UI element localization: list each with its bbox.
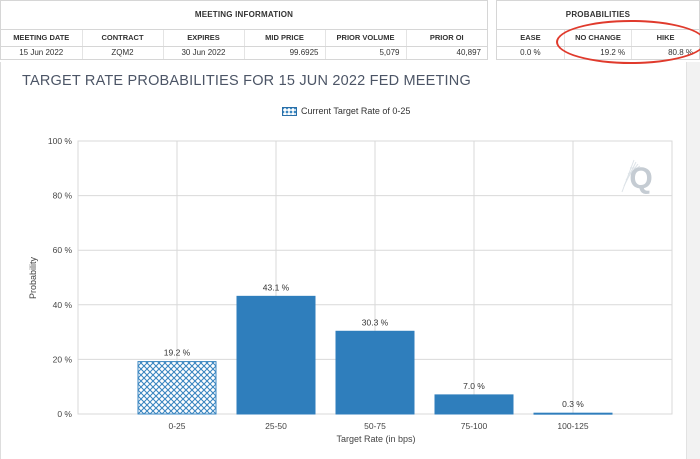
bar-0-25[interactable] <box>137 361 217 415</box>
bar-50-75[interactable] <box>335 330 415 415</box>
table-row: 15 Jun 2022 ZQM2 30 Jun 2022 99.6925 5,0… <box>1 46 487 59</box>
col-meeting-date: MEETING DATE <box>1 29 83 47</box>
x-axis-label: Target Rate (in bps) <box>336 434 415 444</box>
col-contract: CONTRACT <box>82 29 164 47</box>
watermark-q-logo: Q <box>629 162 652 195</box>
bar-25-50[interactable] <box>236 295 316 415</box>
col-expires: EXPIRES <box>163 29 245 47</box>
prior-volume-value: 5,079 <box>325 46 407 59</box>
legend-swatch <box>282 106 297 116</box>
bar-value-label: 30.3 % <box>362 317 389 327</box>
y-tick-label: 60 % <box>53 245 73 255</box>
x-tick-label: 50-75 <box>364 421 386 431</box>
meeting-information-heading: MEETING INFORMATION <box>1 1 487 30</box>
contract-value: ZQM2 <box>82 46 164 59</box>
x-tick-label: 0-25 <box>168 421 185 431</box>
x-tick-label: 25-50 <box>265 421 287 431</box>
chart-legend[interactable]: Current Target Rate of 0-25 <box>282 106 410 116</box>
labels: 0 % 20 % 40 % 60 % 80 % 100 % 19.2 % 0-25 43.1 %… <box>48 136 589 431</box>
legend-label: Current Target Rate of 0-25 <box>301 106 411 116</box>
x-tick-label: 75-100 <box>461 421 488 431</box>
col-prior-volume: PRIOR VOLUME <box>325 29 407 47</box>
col-mid-price: MID PRICE <box>244 29 326 47</box>
y-axis-label: Probability <box>28 256 38 299</box>
scrollbar[interactable] <box>686 62 700 459</box>
y-tick-label: 100 % <box>48 136 73 146</box>
bar-value-label: 7.0 % <box>463 381 485 391</box>
ease-value: 0.0 % <box>497 46 565 59</box>
bar-100-125[interactable] <box>533 412 613 415</box>
y-tick-label: 20 % <box>53 354 73 364</box>
mid-price-value: 99.6925 <box>244 46 326 59</box>
bar-value-label: 43.1 % <box>263 282 290 292</box>
prior-oi-value: 40,897 <box>456 48 481 58</box>
chart-title: TARGET RATE PROBABILITIES FOR 15 JUN 202… <box>22 73 471 89</box>
expires-value: 30 Jun 2022 <box>163 46 245 59</box>
col-prior-oi: PRIOR OI <box>406 29 487 47</box>
bars <box>137 295 613 415</box>
x-tick-label: 100-125 <box>557 421 588 431</box>
chart-frame <box>0 62 700 459</box>
bar-75-100[interactable] <box>434 394 514 415</box>
bar-value-label: 0.3 % <box>562 399 584 409</box>
y-tick-label: 40 % <box>53 300 73 310</box>
meeting-information-panel: MEETING INFORMATION MEETING DATE CONTRAC… <box>0 0 488 60</box>
highlight-annotation-oval <box>556 20 700 64</box>
bar-value-label: 19.2 % <box>164 348 191 358</box>
y-tick-label: 0 % <box>57 409 72 419</box>
meeting-date-value: 15 Jun 2022 <box>1 46 83 59</box>
y-tick-label: 80 % <box>53 191 73 201</box>
watermark-lines <box>621 159 642 193</box>
meeting-information-table: MEETING INFORMATION MEETING DATE CONTRAC… <box>1 1 487 59</box>
